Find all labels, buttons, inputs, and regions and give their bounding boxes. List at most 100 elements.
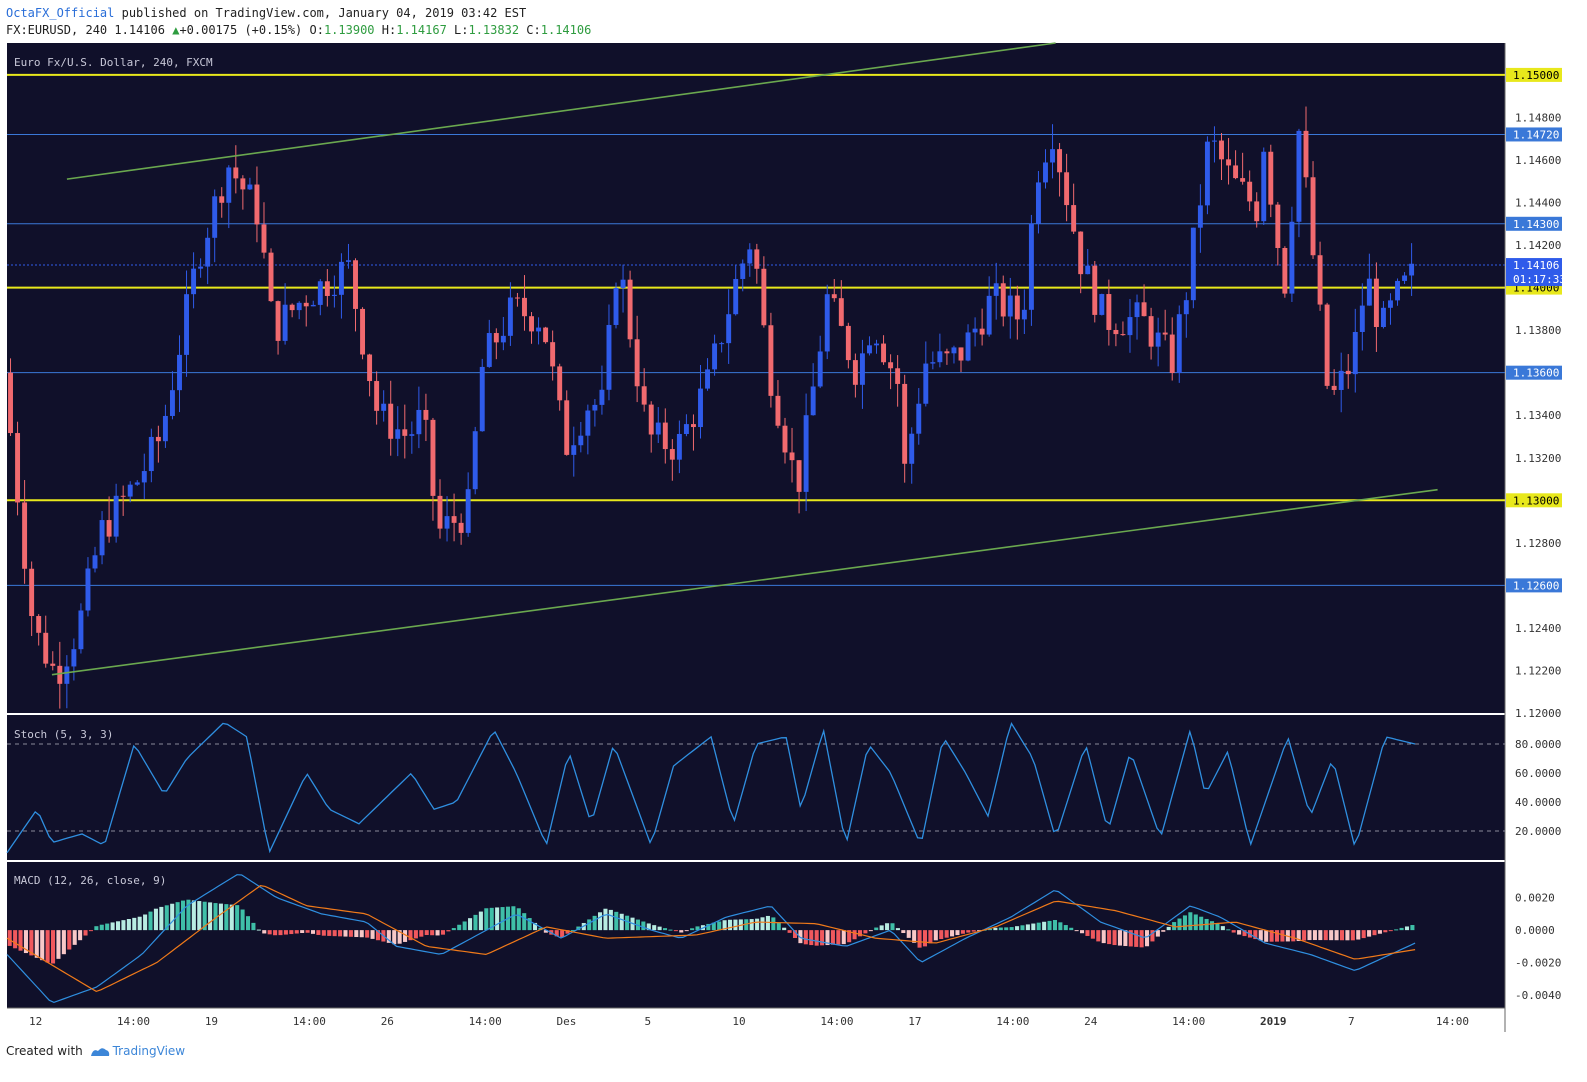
macd-axis-tick-label: 0.0020 xyxy=(1515,892,1555,905)
macd-histogram-bar xyxy=(863,930,868,934)
macd-histogram-bar xyxy=(300,930,305,933)
candle-body xyxy=(902,383,908,464)
candle-body xyxy=(655,422,661,435)
candle-body xyxy=(113,495,119,537)
candle-body xyxy=(536,327,542,332)
tradingview-link[interactable]: TradingView xyxy=(112,1044,186,1058)
candle-body xyxy=(1085,265,1091,275)
macd-histogram-bar xyxy=(1188,912,1193,931)
macd-histogram-bar xyxy=(857,930,863,937)
macd-histogram-bar xyxy=(890,923,895,931)
stoch-k-line xyxy=(6,721,1416,854)
candle-body xyxy=(514,297,520,299)
author-link[interactable]: OctaFX_Official xyxy=(6,6,115,20)
macd-histogram-bar xyxy=(1155,930,1160,937)
candle-body xyxy=(1092,265,1098,315)
chart-canvas[interactable]: 1.12000 1.12200 1.12400 1.12800 1.13200 1.134… xyxy=(0,0,1587,1040)
pane-macd-price-axis xyxy=(1505,862,1585,1008)
candle-body xyxy=(1127,317,1133,336)
macd-histogram-bar xyxy=(1361,930,1366,939)
macd-histogram-bar xyxy=(1253,930,1258,940)
macd-histogram-bar xyxy=(787,930,792,933)
candle-body xyxy=(1071,205,1077,232)
candle-body xyxy=(92,555,98,569)
macd-histogram-bar xyxy=(679,930,684,933)
candle-body xyxy=(803,415,809,492)
macd-histogram-bar xyxy=(1080,930,1085,934)
time-axis-tick-label: 10 xyxy=(732,1015,745,1028)
macd-histogram-bar xyxy=(668,929,673,931)
macd-histogram-bar xyxy=(922,930,928,947)
macd-histogram-bar xyxy=(830,930,835,945)
macd-histogram-bar xyxy=(587,919,592,931)
candle-body xyxy=(930,362,936,364)
macd-histogram-bar xyxy=(484,908,489,931)
candle-body xyxy=(1275,204,1281,249)
macd-histogram-bar xyxy=(1318,930,1323,941)
macd-histogram-bar xyxy=(321,930,326,936)
macd-histogram-bar xyxy=(45,930,50,963)
macd-histogram-bar xyxy=(1199,916,1204,931)
candle-body xyxy=(867,345,872,354)
level-price-tag xyxy=(1506,493,1562,508)
candle-body xyxy=(698,388,703,428)
macd-histogram-bar xyxy=(1020,925,1025,931)
close-value: 1.14106 xyxy=(540,23,592,37)
low-value: 1.13832 xyxy=(468,23,520,37)
candle-body xyxy=(1113,329,1119,335)
candle-body xyxy=(740,263,746,279)
macd-histogram-bar xyxy=(23,930,28,954)
candle-body xyxy=(690,424,696,428)
candle-body xyxy=(641,386,647,405)
macd-histogram-bar xyxy=(370,930,375,939)
candle-body xyxy=(1176,314,1182,373)
candle-body xyxy=(212,196,218,238)
macd-histogram-bar xyxy=(1339,930,1345,941)
macd-histogram-bar xyxy=(1166,926,1171,931)
macd-histogram-bar xyxy=(614,911,619,931)
macd-histogram-bar xyxy=(419,930,424,937)
macd-histogram-bar xyxy=(354,930,359,938)
candle-body xyxy=(430,419,436,496)
candle-body xyxy=(1035,182,1041,224)
macd-histogram-bar xyxy=(202,901,207,931)
macd-histogram-bar xyxy=(1264,930,1269,942)
macd-histogram-bar xyxy=(72,930,77,945)
price-axis-tick-label: 1.12200 xyxy=(1515,664,1561,677)
candle-body xyxy=(1043,162,1048,183)
macd-histogram-bar xyxy=(560,930,565,938)
macd-histogram-bar xyxy=(619,913,624,931)
candle-body xyxy=(289,304,295,311)
macd-histogram-bar xyxy=(495,907,500,931)
candle-body xyxy=(916,403,922,434)
macd-histogram-bar xyxy=(500,907,505,931)
candle-body xyxy=(416,409,422,435)
macd-histogram-bar xyxy=(408,930,413,941)
macd-histogram-bar xyxy=(137,916,142,931)
macd-histogram-bar xyxy=(1177,918,1182,931)
macd-histogram-bar xyxy=(1123,930,1128,947)
macd-histogram-bar xyxy=(256,929,261,931)
macd-histogram-bar xyxy=(727,919,733,931)
macd-histogram-bar xyxy=(1242,930,1247,937)
candle-body xyxy=(944,351,950,354)
macd-histogram-bar xyxy=(1036,922,1041,931)
candle-body xyxy=(1296,130,1302,222)
time-axis-tick-label: 24 xyxy=(1084,1015,1098,1028)
candle-body xyxy=(965,332,971,361)
macd-histogram-bar xyxy=(29,930,34,956)
candle-body xyxy=(8,372,13,434)
macd-histogram-bar xyxy=(430,930,435,936)
macd-histogram-bar xyxy=(1139,930,1144,948)
candle-body xyxy=(493,333,499,343)
open-label: O: xyxy=(309,23,324,37)
trendline xyxy=(51,488,1438,676)
candle-body xyxy=(296,302,302,311)
macd-histogram-bar xyxy=(34,930,39,958)
candle-body xyxy=(1064,172,1070,206)
candle-body xyxy=(627,279,633,340)
candle-body xyxy=(578,435,584,446)
candle-body xyxy=(1106,294,1112,330)
macd-histogram-bar xyxy=(950,930,955,937)
candle-body xyxy=(247,184,253,190)
